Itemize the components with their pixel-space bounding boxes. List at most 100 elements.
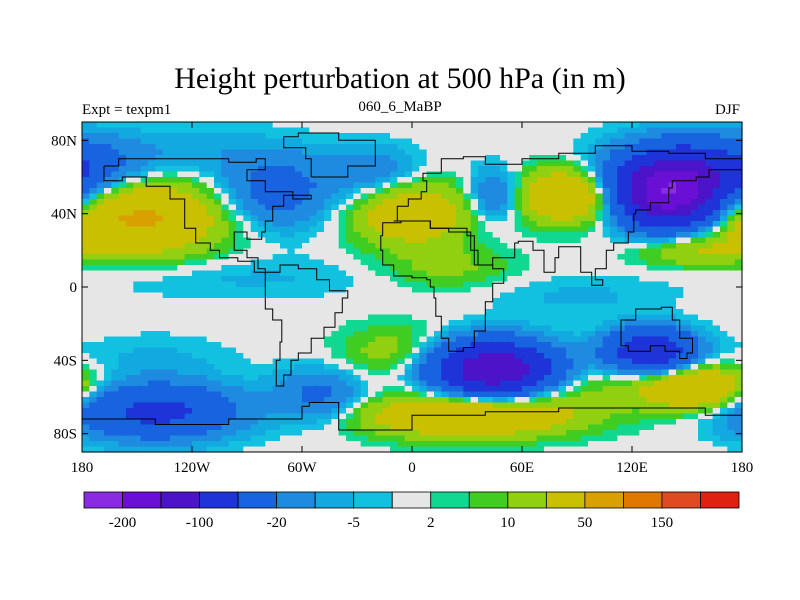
field-cell (654, 133, 662, 140)
field-cell (683, 177, 692, 184)
field-cell (316, 226, 325, 233)
field-cell (243, 380, 252, 387)
field-cell (324, 265, 332, 272)
field-cell (390, 424, 398, 431)
field-cell (514, 166, 523, 173)
field-cell (507, 397, 516, 404)
field-cell (602, 397, 611, 404)
field-cell (500, 347, 508, 354)
field-cell (324, 259, 332, 266)
field-cell (368, 408, 376, 415)
field-cell (485, 221, 494, 228)
field-cell (470, 221, 479, 228)
field-cell (280, 364, 288, 371)
field-cell (712, 199, 721, 206)
field-cell (705, 237, 714, 244)
field-cell (492, 369, 501, 376)
field-cell (632, 419, 640, 426)
field-cell (192, 336, 200, 343)
field-cell (346, 419, 354, 426)
field-cell (492, 243, 501, 250)
field-cell (294, 364, 303, 371)
field-cell (346, 364, 354, 371)
field-cell (690, 287, 699, 294)
field-cell (514, 221, 523, 228)
field-cell (96, 391, 105, 398)
field-cell (104, 248, 112, 255)
field-cell (353, 369, 362, 376)
field-cell (375, 424, 384, 431)
field-cell (514, 347, 523, 354)
field-cell (162, 221, 171, 228)
field-cell (368, 347, 376, 354)
field-cell (624, 199, 633, 206)
field-cell (646, 397, 655, 404)
field-cell (698, 144, 706, 151)
field-cell (368, 182, 376, 189)
field-cell (287, 259, 296, 266)
field-cell (96, 424, 105, 431)
field-cell (727, 413, 736, 420)
field-cell (470, 149, 479, 156)
field-cell (566, 226, 574, 233)
field-cell (221, 314, 230, 321)
field-cell (294, 342, 303, 349)
field-cell (654, 375, 662, 382)
field-cell (280, 221, 288, 228)
field-cell (507, 325, 516, 332)
field-cell (654, 408, 662, 415)
field-cell (456, 248, 464, 255)
field-cell (536, 353, 545, 360)
field-cell (199, 413, 208, 420)
field-cell (602, 133, 611, 140)
field-cell (214, 276, 222, 283)
field-cell (683, 248, 692, 255)
field-cell (727, 303, 736, 310)
field-cell (126, 221, 134, 228)
field-cell (272, 243, 281, 250)
field-cell (82, 243, 90, 250)
field-cell (89, 309, 98, 316)
field-cell (104, 342, 112, 349)
field-cell (639, 210, 648, 217)
field-cell (529, 320, 538, 327)
field-cell (690, 199, 699, 206)
field-cell (206, 166, 215, 173)
field-cell (661, 221, 670, 228)
field-cell (316, 221, 325, 228)
field-cell (514, 144, 523, 151)
field-cell (617, 358, 626, 365)
field-cell (529, 287, 538, 294)
field-cell (199, 380, 208, 387)
field-cell (639, 248, 648, 255)
field-cell (727, 243, 736, 250)
field-cell (448, 408, 457, 415)
field-cell (228, 171, 237, 178)
field-cell (485, 138, 494, 145)
field-cell (206, 380, 215, 387)
field-cell (265, 232, 274, 239)
field-cell (316, 292, 325, 299)
field-cell (485, 342, 494, 349)
field-cell (720, 331, 728, 338)
field-cell (214, 221, 222, 228)
field-cell (148, 309, 156, 316)
field-cell (522, 171, 530, 178)
field-cell (155, 391, 164, 398)
field-cell (126, 166, 134, 173)
field-cell (448, 182, 457, 189)
field-cell (228, 375, 237, 382)
field-cell (236, 215, 244, 222)
field-cell (126, 122, 134, 129)
field-cell (382, 375, 391, 382)
field-cell (96, 226, 105, 233)
field-cell (632, 287, 640, 294)
field-cell (397, 364, 406, 371)
field-cell (346, 160, 354, 167)
field-cell (272, 144, 281, 151)
field-cell (507, 276, 516, 283)
field-cell (683, 210, 692, 217)
field-cell (522, 160, 530, 167)
field-cell (448, 144, 457, 151)
field-cell (331, 336, 340, 343)
